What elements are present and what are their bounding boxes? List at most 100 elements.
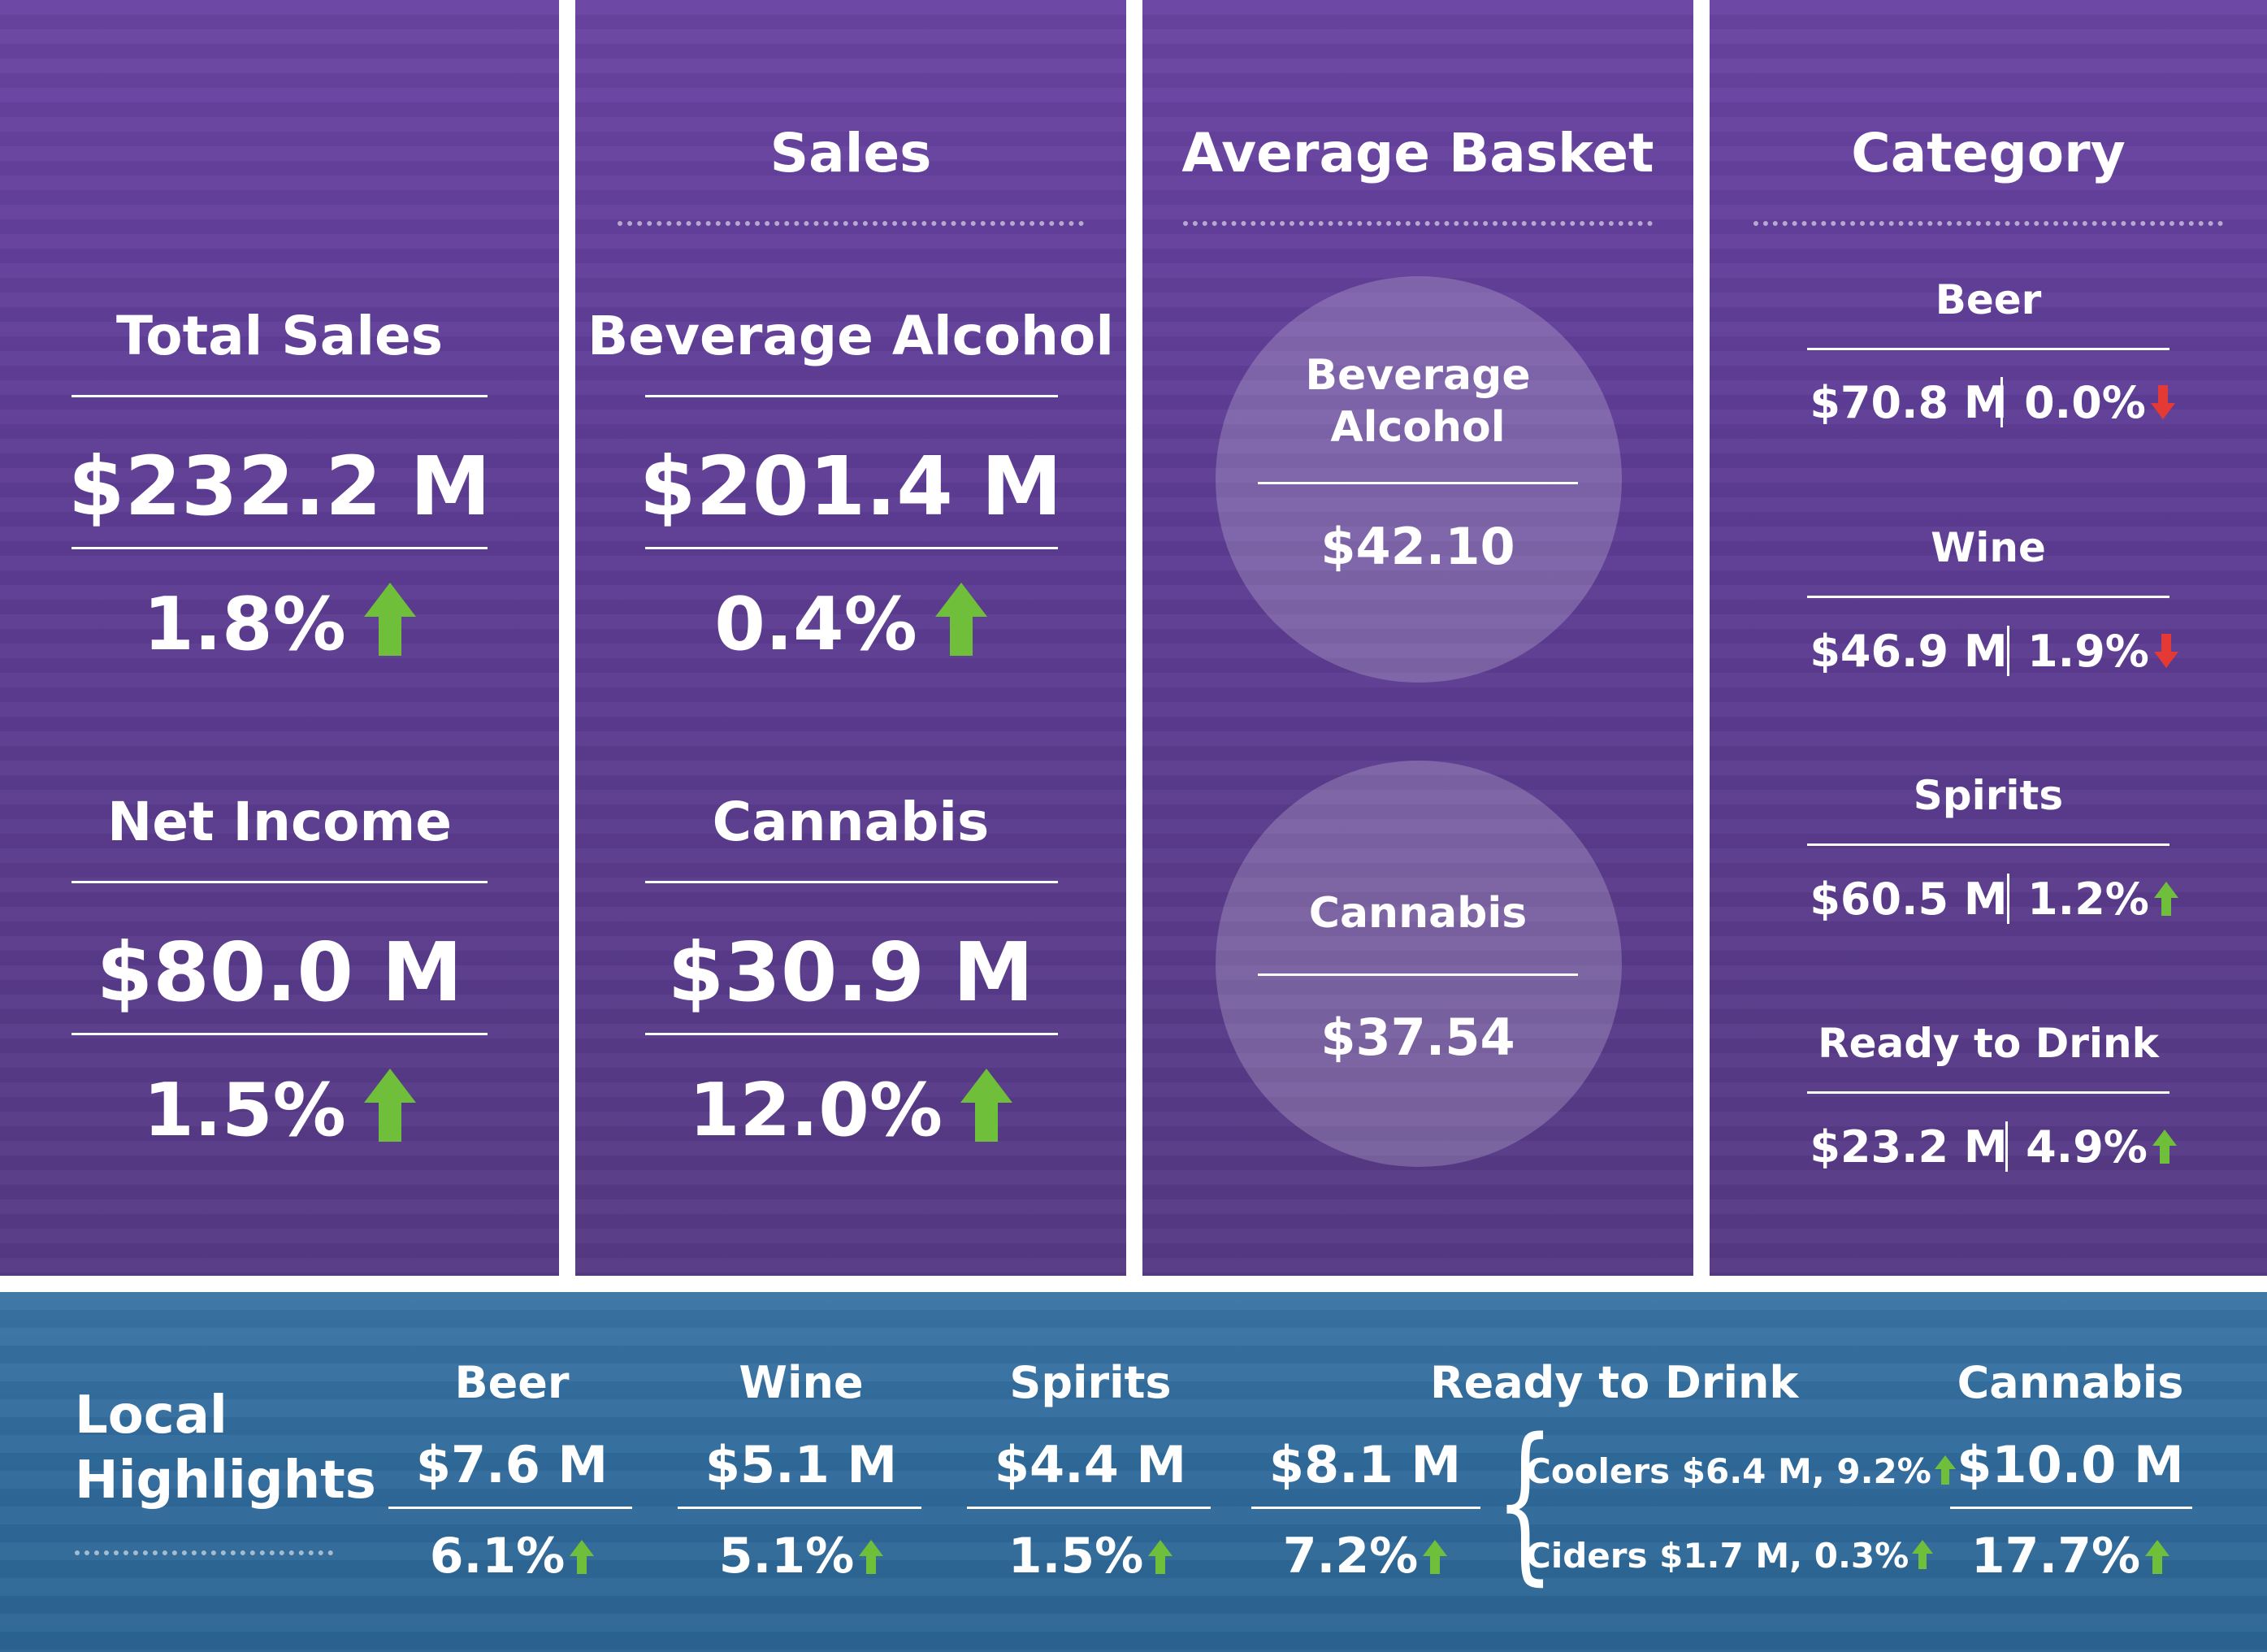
category-change: 4.9% bbox=[2020, 1121, 2182, 1173]
basket-beverage-alcohol-value: $42.10 bbox=[1320, 517, 1515, 576]
average-basket-title: Average Basket bbox=[1181, 122, 1654, 184]
divider bbox=[645, 881, 1058, 883]
total-sales-change-value: 1.8% bbox=[143, 582, 346, 667]
beverage-alcohol-basket-circle bbox=[1216, 276, 1622, 683]
rtd-breakdown-item: Ciders $1.7 M, 0.3% bbox=[1526, 1536, 1934, 1576]
title-line: Highlights bbox=[75, 1450, 376, 1511]
divider bbox=[1258, 482, 1578, 484]
dotted-divider bbox=[618, 221, 1084, 226]
up-arrow-icon bbox=[859, 1540, 884, 1574]
up-arrow-icon bbox=[2153, 882, 2178, 916]
divider bbox=[1807, 348, 2169, 350]
divider bbox=[1807, 843, 2169, 846]
dotted-divider bbox=[1183, 221, 1653, 226]
net-income-change-value: 1.5% bbox=[143, 1068, 346, 1153]
beverage-alcohol-change: 0.4% bbox=[575, 582, 1126, 667]
local-highlights-band: Local Highlights Beer $7.6 M 6.1% Wine $… bbox=[0, 1292, 2267, 1652]
local-highlights-title: Local Highlights bbox=[75, 1383, 376, 1513]
vertical-separator bbox=[2005, 1121, 2008, 1172]
total-sales-label: Total Sales bbox=[115, 305, 444, 367]
divider bbox=[645, 395, 1058, 397]
summary-panel: Total Sales $232.2 M 1.8% Net Income $80… bbox=[0, 0, 559, 1276]
divider bbox=[1807, 596, 2169, 598]
divider bbox=[1950, 1507, 2192, 1509]
up-arrow-icon bbox=[934, 583, 987, 656]
rtd-breakdown-text: Ciders $1.7 M, 0.3% bbox=[1526, 1536, 1909, 1576]
category-value: $60.5 M bbox=[1810, 874, 2008, 925]
divider bbox=[72, 547, 488, 549]
basket-cannabis-value: $37.54 bbox=[1320, 1008, 1515, 1067]
divider bbox=[645, 547, 1058, 549]
category-change-value: 4.9% bbox=[2026, 1121, 2148, 1173]
basket-cannabis-label: Cannabis bbox=[1308, 889, 1528, 938]
highlight-value: $4.4 M bbox=[994, 1435, 1187, 1494]
divider bbox=[72, 395, 488, 397]
highlight-change-value: 7.2% bbox=[1282, 1528, 1419, 1585]
dotted-divider bbox=[1753, 221, 2223, 226]
beverage-alcohol-label: Beverage Alcohol bbox=[587, 305, 1115, 367]
beverage-alcohol-change-value: 0.4% bbox=[714, 582, 917, 667]
category-change: 1.2% bbox=[2022, 874, 2184, 925]
average-basket-panel: Average Basket Beverage Alcohol $42.10 C… bbox=[1142, 0, 1693, 1276]
up-arrow-icon bbox=[363, 583, 416, 656]
divider bbox=[1258, 973, 1578, 976]
category-change-value: 0.0% bbox=[2024, 377, 2146, 428]
category-change: 0.0% bbox=[2018, 377, 2181, 428]
cannabis-label: Cannabis bbox=[712, 791, 990, 853]
highlight-value: $10.0 M bbox=[1957, 1435, 2184, 1494]
highlight-change-value: 17.7% bbox=[1970, 1528, 2141, 1585]
down-arrow-icon bbox=[2150, 385, 2175, 419]
divider bbox=[72, 1033, 488, 1035]
highlight-value: $8.1 M bbox=[1268, 1435, 1462, 1494]
sales-title: Sales bbox=[769, 122, 932, 184]
highlight-change: 1.5% bbox=[967, 1528, 1214, 1585]
highlight-change: 5.1% bbox=[678, 1528, 925, 1585]
divider bbox=[967, 1507, 1211, 1509]
up-arrow-icon bbox=[570, 1540, 595, 1574]
net-income-value: $80.0 M bbox=[96, 925, 463, 1020]
up-arrow-icon bbox=[1934, 1455, 1956, 1485]
up-arrow-icon bbox=[1423, 1540, 1448, 1574]
divider bbox=[1807, 1091, 2169, 1094]
up-arrow-icon bbox=[2145, 1540, 2170, 1574]
divider bbox=[678, 1507, 921, 1509]
category-name: Ready to Drink bbox=[1818, 1020, 2159, 1067]
category-change-value: 1.9% bbox=[2027, 626, 2149, 677]
highlight-change: 7.2% bbox=[1251, 1528, 1479, 1585]
cannabis-basket-circle bbox=[1216, 761, 1622, 1167]
brace-icon: { bbox=[1495, 1402, 1555, 1601]
highlight-name: Beer bbox=[454, 1357, 570, 1408]
highlight-name: Spirits bbox=[1009, 1357, 1172, 1408]
down-arrow-icon bbox=[2153, 634, 2178, 668]
cannabis-value: $30.9 M bbox=[667, 925, 1034, 1020]
basket-label-line: Beverage bbox=[1305, 351, 1531, 400]
category-value: $70.8 M bbox=[1810, 377, 2008, 428]
category-change: 1.9% bbox=[2022, 626, 2184, 677]
cannabis-change-value: 12.0% bbox=[688, 1068, 943, 1153]
divider bbox=[1251, 1507, 1480, 1509]
vertical-separator bbox=[2007, 626, 2009, 676]
divider bbox=[645, 1033, 1058, 1035]
category-change-value: 1.2% bbox=[2027, 874, 2149, 925]
net-income-change: 1.5% bbox=[0, 1068, 559, 1153]
sales-panel: Sales Beverage Alcohol $201.4 M 0.4% Can… bbox=[575, 0, 1126, 1276]
basket-beverage-alcohol-label: Beverage Alcohol bbox=[1142, 349, 1693, 453]
highlight-change: 17.7% bbox=[1948, 1528, 2192, 1585]
total-sales-value: $232.2 M bbox=[67, 439, 492, 534]
highlight-change-value: 1.5% bbox=[1008, 1528, 1144, 1585]
category-value: $23.2 M bbox=[1810, 1121, 2008, 1173]
highlight-name: Cannabis bbox=[1957, 1357, 2184, 1408]
cannabis-change: 12.0% bbox=[575, 1068, 1126, 1153]
highlight-name: Wine bbox=[739, 1357, 864, 1408]
category-name: Wine bbox=[1931, 524, 2046, 571]
category-name: Spirits bbox=[1913, 772, 2064, 819]
total-sales-change: 1.8% bbox=[0, 582, 559, 667]
beverage-alcohol-value: $201.4 M bbox=[639, 439, 1063, 534]
up-arrow-icon bbox=[1148, 1540, 1173, 1574]
divider bbox=[72, 881, 488, 883]
up-arrow-icon bbox=[1912, 1540, 1934, 1569]
up-arrow-icon bbox=[960, 1069, 1013, 1142]
category-value: $46.9 M bbox=[1810, 626, 2008, 677]
up-arrow-icon bbox=[363, 1069, 416, 1142]
divider bbox=[388, 1507, 632, 1509]
